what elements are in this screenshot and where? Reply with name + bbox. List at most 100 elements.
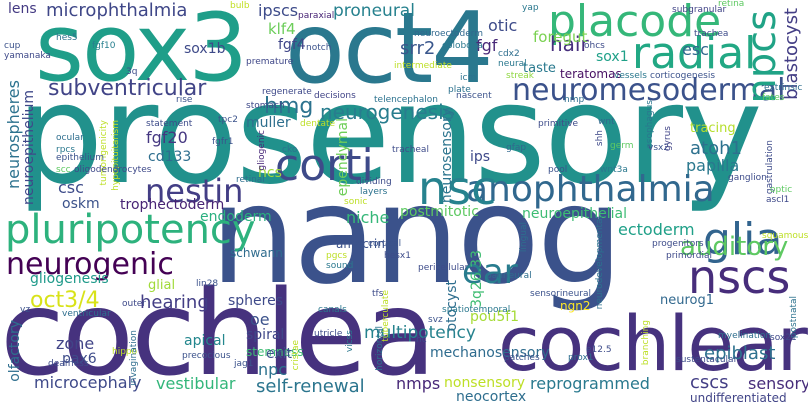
word-retinal: retinal <box>236 175 265 185</box>
word-oct4: oct4 <box>285 0 494 106</box>
word-streak: streak <box>506 71 534 81</box>
word-pgcs: pgcs <box>326 251 348 261</box>
word-microphthalmia: microphthalmia <box>46 0 188 21</box>
word-hesx1: hesx1 <box>384 251 411 261</box>
word-neurog1: neurog1 <box>660 293 715 308</box>
word-ventricular: ventricular <box>62 309 111 319</box>
word-utricle: utricle <box>314 329 343 339</box>
word-regenerate: regenerate <box>262 87 312 97</box>
word-fgf: fgf <box>476 36 498 55</box>
word-sound: sound <box>326 261 354 271</box>
word-auditory: auditory <box>680 232 789 262</box>
word-scc: scc <box>56 165 71 175</box>
word-nsc: nsc <box>418 161 497 215</box>
word-placode: placode <box>548 0 722 47</box>
word-lens: lens <box>8 1 37 17</box>
word-sox3: sox3 <box>35 0 248 103</box>
word-cortical: cortical <box>368 239 402 249</box>
word-corti: corti <box>275 140 374 191</box>
word-squamous: squamous <box>762 231 808 241</box>
word-muller: muller <box>246 115 291 131</box>
word-retina: retina <box>718 0 745 9</box>
word-neuroepithelial: neuroepithelial <box>522 206 627 222</box>
word-multipotency: multipotency <box>364 323 476 343</box>
word-endoderm: endoderm <box>200 209 272 225</box>
word-oct3-4: oct3/4 <box>30 288 100 313</box>
word-nmps: nmps <box>396 374 441 393</box>
word-rise: rise <box>176 95 193 105</box>
word-csc: csc <box>58 178 84 197</box>
word-tracheal: tracheal <box>392 145 429 155</box>
word-layers: layers <box>360 187 388 197</box>
word-jag1: jag1 <box>234 359 254 369</box>
word-neurospheres: neurospheres <box>4 80 23 190</box>
word-ngn2: ngn2 <box>560 299 591 313</box>
word-nscs: nscs <box>688 250 791 304</box>
word-lin28: lin28 <box>196 279 219 289</box>
word-intermediate: intermediate <box>394 61 452 71</box>
word-progenitors: progenitors <box>652 239 704 249</box>
word-extrinsic: extrinsic <box>764 83 803 93</box>
word-hes5: hes5 <box>56 33 78 43</box>
word-proneural: proneural <box>333 1 415 21</box>
word-pool: pool <box>548 165 568 175</box>
word-vicss: vicss <box>345 330 355 353</box>
word-dentate: dentate <box>300 119 336 129</box>
word-fates: fates <box>762 93 785 103</box>
word-yap: yap <box>522 3 539 13</box>
word-hypopituitarism: hypopituitarism <box>111 120 121 191</box>
word-esc: esc <box>682 40 709 59</box>
word-neuroectoderm: neuroectoderm <box>414 29 484 39</box>
word-trophectoderm: trophectoderm <box>120 197 225 213</box>
word-neurogenic: neurogenic <box>6 247 174 282</box>
word-sensory: sensory <box>748 374 808 393</box>
word-cochlea: cochlea <box>0 264 436 402</box>
word-shh: shh <box>595 130 605 147</box>
word-oskm: oskm <box>62 196 100 212</box>
word-plate: plate <box>448 85 471 95</box>
word-decisions: decisions <box>314 91 356 101</box>
word-oe: oe <box>250 310 270 329</box>
word-tfs: tfs <box>372 289 384 299</box>
word-neurodevelopmental: neurodevelopmental <box>595 216 605 310</box>
word-foregut: foregut <box>533 28 588 46</box>
word-wnt: wnt <box>598 117 615 127</box>
word-branching: branching <box>641 320 651 366</box>
word-amacrine: amacrine <box>336 237 393 251</box>
word-fgf10: fgf10 <box>92 41 116 51</box>
word-cd133: cd133 <box>148 149 192 165</box>
word-germ: germ <box>610 141 634 151</box>
word-zone: zone <box>56 334 95 353</box>
word-vessels: vessels <box>614 71 647 81</box>
word-precocious: precocious <box>182 351 231 361</box>
word-neuromesodermal: neuromesodermal <box>512 73 786 108</box>
word-sox21: sox21 <box>770 333 797 343</box>
word-stomach: stomach <box>246 101 285 111</box>
word-cochlear: cochlear <box>498 299 808 388</box>
word-apical: apical <box>184 333 226 349</box>
word-epithelium: epithelium <box>56 153 104 163</box>
word-premature: premature <box>246 57 294 67</box>
word-gliogenesis: gliogenesis <box>30 271 109 287</box>
word-fgfr1: fgfr1 <box>212 137 234 147</box>
word-rpcs: rpcs <box>56 145 76 155</box>
word-lingual: lingual <box>519 222 529 253</box>
word-epiblast: epiblast <box>704 343 776 364</box>
word-paraxial: paraxial <box>298 11 335 21</box>
word-primordial: primordial <box>666 251 712 261</box>
word-hair: hair <box>550 32 589 56</box>
word-ohcs: ohcs <box>584 41 605 51</box>
word-corticogenesis: corticogenesis <box>650 71 716 81</box>
word-ependymal: ependymal <box>335 118 351 197</box>
word-3q26-33: 3q26.33 <box>469 250 485 308</box>
word-icm: icm <box>460 73 477 83</box>
word-hearing: hearing <box>140 292 209 313</box>
word-undifferentiated: undifferentiated <box>690 391 787 404</box>
word-svz: svz <box>428 315 443 325</box>
word-subgranular: subgranular <box>672 5 727 15</box>
word-pericellular: pericellular <box>418 263 469 273</box>
word-postnatal: postnatal <box>789 296 799 339</box>
word-fgf4: fgf4 <box>278 37 306 53</box>
word-subventricular: subventricular <box>48 76 207 101</box>
